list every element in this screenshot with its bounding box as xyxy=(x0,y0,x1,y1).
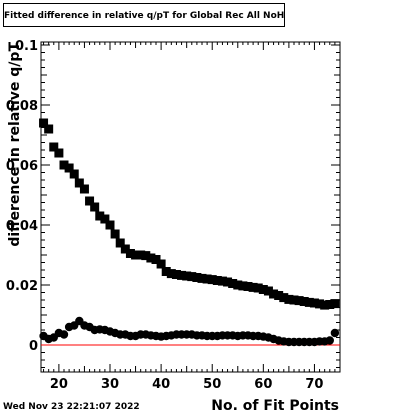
timestamp: Wed Nov 23 22:21:07 2022 xyxy=(3,402,140,412)
data-markers xyxy=(39,118,340,347)
series-0-point xyxy=(238,281,248,291)
series-0-point xyxy=(177,270,187,280)
series-0-point xyxy=(182,271,192,281)
x-tick-label: 20 xyxy=(50,377,68,392)
series-0-point xyxy=(85,196,95,206)
series-0-point xyxy=(253,283,263,293)
series-0-point xyxy=(146,253,156,263)
series-0-point xyxy=(79,184,89,194)
series-0-point xyxy=(279,293,289,303)
series-0-point xyxy=(95,211,105,221)
series-0-point xyxy=(289,295,299,305)
series-0-point xyxy=(320,300,330,310)
y-tick-label: 0.02 xyxy=(6,279,38,294)
series-0-point xyxy=(223,277,233,287)
x-tick-label: 50 xyxy=(203,377,221,392)
series-0-point xyxy=(309,298,319,308)
series-0-point xyxy=(274,291,284,300)
series-0-point xyxy=(105,220,115,230)
series-0-point xyxy=(192,273,202,282)
series-0-point xyxy=(39,118,49,128)
series-0-point xyxy=(125,249,135,258)
series-0-point xyxy=(330,299,340,309)
series-0-point xyxy=(115,238,125,248)
y-tick-label: 0.04 xyxy=(6,219,38,234)
series-1-point xyxy=(59,330,69,339)
y-tick-label: 0.06 xyxy=(6,159,38,174)
series-0-point xyxy=(263,286,273,296)
chart-title: Fitted difference in relative q/pT for G… xyxy=(4,11,284,21)
series-0-point xyxy=(49,142,59,152)
y-tick-label: 0.08 xyxy=(6,99,38,114)
series-0-point xyxy=(284,294,294,304)
series-0-point xyxy=(294,296,304,306)
series-0-point xyxy=(151,255,161,264)
y-tick-label: 0 xyxy=(29,339,38,354)
x-tick-label: 30 xyxy=(101,377,119,392)
series-0-point xyxy=(269,289,279,299)
series-0-point xyxy=(141,251,151,261)
series-0-point xyxy=(197,273,207,283)
series-1-point xyxy=(330,328,340,338)
series-0-point xyxy=(228,279,238,288)
series-0-point xyxy=(187,272,197,282)
series-0-point xyxy=(90,202,100,212)
series-0-point xyxy=(44,124,54,134)
series-0-point xyxy=(59,160,69,170)
series-0-point xyxy=(74,178,84,188)
series-0-point xyxy=(299,297,309,306)
series-0-point xyxy=(156,259,166,269)
series-0-point xyxy=(233,280,243,290)
x-tick-label: 40 xyxy=(152,377,170,392)
x-tick-label: 60 xyxy=(254,377,272,392)
x-axis-label: No. of Fit Points xyxy=(211,398,339,414)
series-0-point xyxy=(217,276,227,286)
series-0-point xyxy=(161,267,171,276)
series-0-point xyxy=(207,275,217,285)
series-0-point xyxy=(131,250,141,260)
series-0-point xyxy=(258,285,268,294)
series-0-point xyxy=(120,244,130,254)
y-tick-label: 0.1 xyxy=(15,39,38,54)
series-0-point xyxy=(136,250,146,260)
y-axis-label: difference in relative q/pT xyxy=(7,42,23,247)
series-0-point xyxy=(202,274,212,284)
series-0-point xyxy=(100,214,110,224)
chart-title-box: Fitted difference in relative q/pT for G… xyxy=(3,3,285,27)
series-0-point xyxy=(315,299,325,309)
series-0-point xyxy=(243,282,253,291)
series-0-point xyxy=(69,169,79,179)
series-0-point xyxy=(110,229,120,239)
x-tick-label: 70 xyxy=(305,377,323,392)
series-0-point xyxy=(54,148,64,158)
series-0-point xyxy=(325,300,335,309)
series-0-point xyxy=(64,163,74,173)
series-0-point xyxy=(171,270,181,279)
series-1-point xyxy=(325,336,334,345)
series-0-point xyxy=(166,269,176,279)
series-0-point xyxy=(304,297,314,307)
series-0-point xyxy=(212,276,222,285)
series-0-point xyxy=(248,282,258,292)
axis-tick-labels: 20 30 40 50 60 70 0 0.02 0.04 0.06 0.08 0.1 xyxy=(6,39,324,392)
